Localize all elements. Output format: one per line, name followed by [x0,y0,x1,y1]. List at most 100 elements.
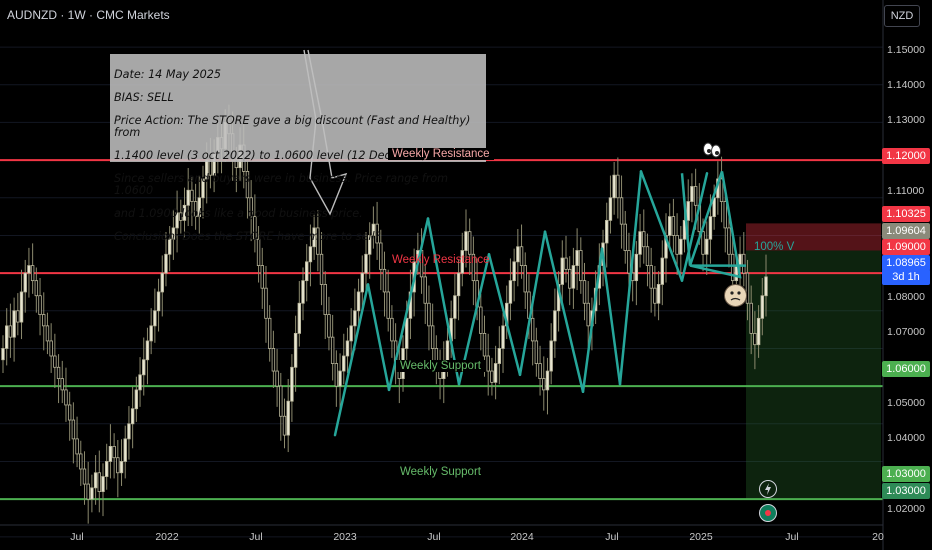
x-tick: 2022 [155,531,179,543]
stop-loss-zone[interactable] [746,223,881,251]
candle [101,463,105,517]
candle [112,433,116,479]
analysis-note[interactable]: Date: 14 May 2025 BIAS: SELL Price Actio… [110,54,486,242]
candle [49,323,53,373]
candle [342,333,346,385]
candle [79,440,83,486]
candle [564,235,568,283]
candle [749,285,753,355]
y-tick: 1.15000 [887,44,925,56]
candle [105,443,109,490]
candle [575,228,579,291]
candle [349,308,353,362]
candle [190,177,194,227]
candle [30,243,35,294]
level-label-support-1: Weekly Support [396,360,485,372]
candle [67,391,72,441]
candle [753,311,757,370]
candle [275,348,279,407]
candle [671,198,676,253]
thinking-face-icon[interactable] [724,284,747,307]
candle [764,254,768,317]
candle [116,440,120,498]
candle [423,263,427,324]
bar-countdown: 3d 1h [882,269,930,285]
candle [312,214,316,260]
candle [60,360,64,404]
candle [390,305,394,358]
swing-line [543,230,585,394]
swing-line [333,283,370,437]
candle [686,179,690,238]
candle [279,372,283,441]
candle [182,187,187,238]
candle [71,402,76,464]
eyes-emoji-icon[interactable] [702,140,722,162]
candle [364,232,368,294]
y-tick: 1.02000 [887,503,925,515]
swing-line [426,217,461,386]
candle [519,224,524,279]
candle [719,156,724,223]
x-tick: 2023 [333,531,357,543]
event-flag-icon[interactable] [759,504,777,522]
x-tick: 20 [872,531,884,543]
price-label-stop: 1.10325 [882,206,930,222]
candle [512,248,516,302]
candle [653,265,657,317]
candle [612,161,616,215]
candle [582,262,587,321]
symbol-title[interactable]: AUDNZD · 1W · CMC Markets [7,8,170,22]
candle [156,278,161,332]
candle [623,210,627,264]
candlesticks [1,104,768,524]
lightning-icon[interactable] [759,480,777,498]
candle [23,259,27,313]
candle [456,259,461,321]
swing-line [618,170,643,386]
level-label-resistance-1: Weekly Resistance [388,148,494,160]
candle [579,237,583,294]
candle [745,259,750,321]
candle [16,293,20,336]
candle [260,247,264,309]
candle [201,165,205,219]
y-tick: 1.13000 [887,114,925,126]
candle [149,308,153,355]
candle [386,269,390,332]
note-line-business: and 1.0900 looks like a good business pr… [114,206,363,220]
price-label-current: 1.08965 [882,255,930,271]
note-line-date: Date: 14 May 2025 [114,67,222,81]
candle [679,226,683,279]
x-tick: 2024 [510,531,534,543]
candle [64,367,68,422]
candle [160,255,164,317]
x-tick: Jul [249,531,263,543]
candle [42,292,46,351]
candle [375,201,379,260]
candle [486,333,490,396]
candle [460,232,464,287]
swing-line [600,247,622,386]
candle [86,461,90,524]
candle [153,288,157,343]
candle [567,256,572,306]
candle [638,213,642,268]
swing-line [487,253,522,377]
take-profit-zone[interactable] [746,250,881,500]
candle [38,278,42,336]
candle [5,308,9,366]
y-tick: 1.14000 [887,79,925,91]
candle [19,269,24,340]
candle [490,357,494,396]
candle [253,194,257,253]
candle [327,296,331,351]
candle [301,267,305,321]
candle [738,236,742,291]
candle [127,406,131,460]
candle [8,303,13,358]
currency-button[interactable]: NZD [884,5,920,27]
candle [553,288,557,358]
level-label-support-2: Weekly Support [396,466,485,478]
